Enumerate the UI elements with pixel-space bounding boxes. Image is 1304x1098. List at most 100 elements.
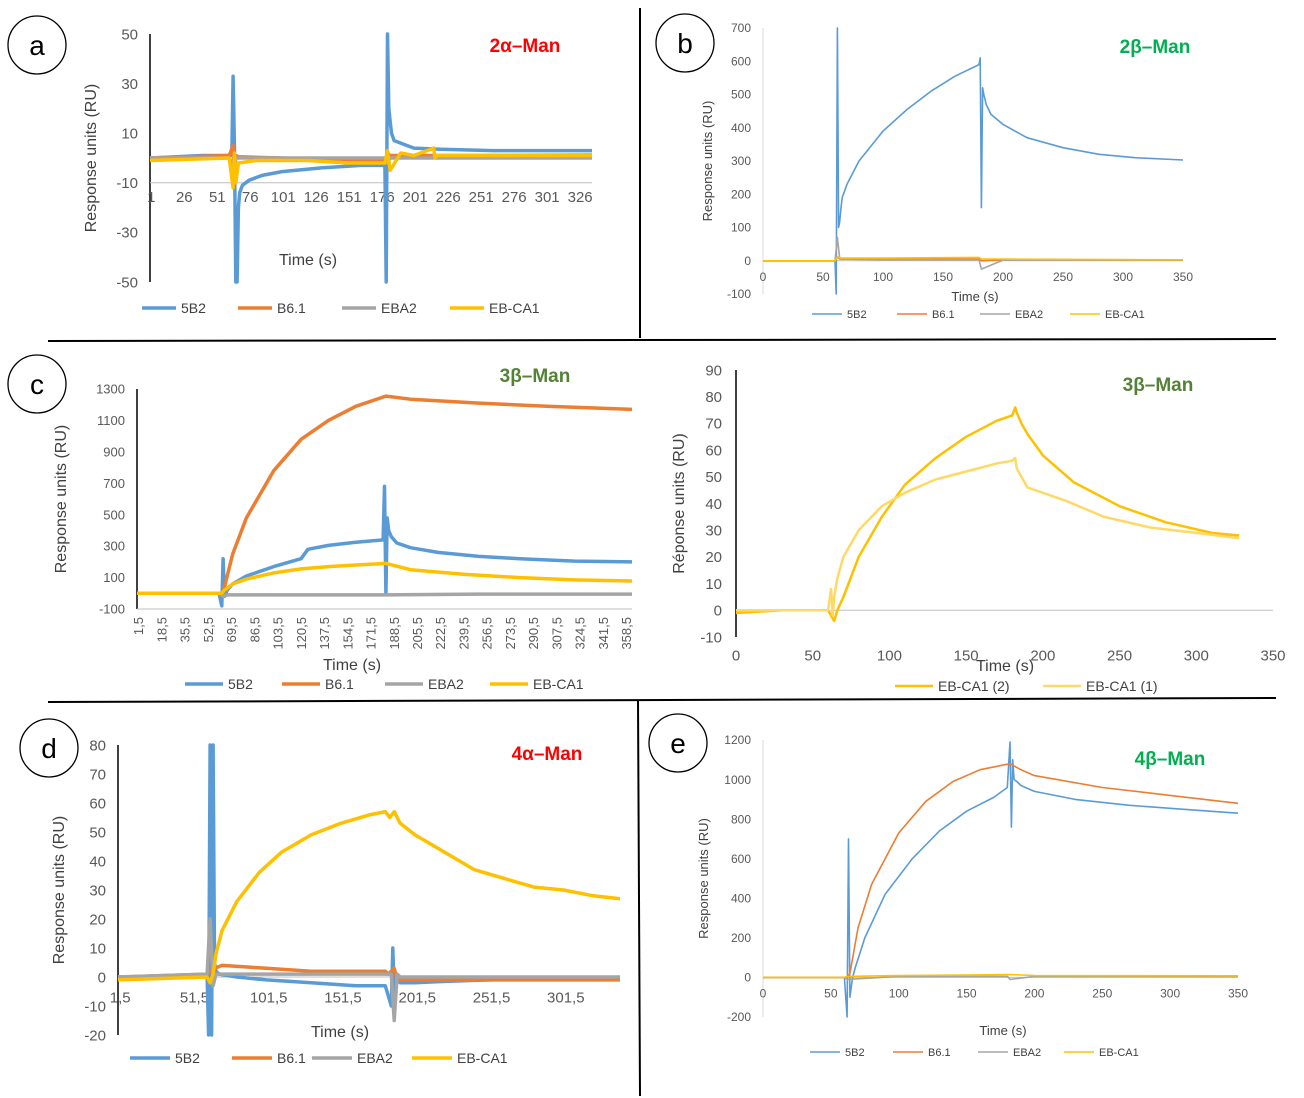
x-tick-label: 300 — [1113, 270, 1133, 284]
legend-label: EB-CA1 — [1099, 1047, 1139, 1059]
x-tick-label: 200 — [993, 270, 1013, 284]
panel-label-d: d — [19, 718, 79, 778]
x-tick-label: 300 — [1184, 647, 1209, 664]
y-tick-label: 300 — [731, 154, 751, 168]
series-line-eb-ca1 — [117, 809, 621, 985]
legend-label: EBA2 — [357, 1050, 393, 1066]
legend-label: EB-CA1 — [533, 676, 584, 692]
x-tick-label: 150 — [933, 270, 953, 284]
series-line-5b2 — [137, 484, 633, 608]
series-line-b6-1 — [763, 762, 1239, 979]
x-tick-label: 0 — [760, 987, 767, 1001]
y-tick-label: -10 — [116, 175, 138, 192]
series-line-5b2 — [149, 32, 592, 284]
y-tick-label: 200 — [731, 187, 751, 201]
x-tick-label: 350 — [1260, 647, 1285, 664]
x-tick-label: 154,5 — [340, 617, 355, 650]
y-tick-label: 90 — [705, 362, 722, 379]
y-axis-label: Response units (RU) — [83, 84, 100, 233]
legend-label: 5B2 — [175, 1050, 200, 1066]
x-tick-label: 358,5 — [619, 617, 634, 650]
y-tick-label: 500 — [103, 507, 125, 522]
y-tick-label: 30 — [89, 882, 106, 899]
x-tick-label: 324,5 — [573, 617, 588, 650]
y-tick-label: 40 — [705, 496, 722, 513]
y-tick-label: 1000 — [724, 773, 751, 787]
chart-title: 3β–Man — [1123, 375, 1194, 396]
y-tick-label: 0 — [98, 969, 106, 986]
x-tick-label: 1,5 — [110, 989, 131, 1006]
chart-d: -20 -10 0 10 20 30 40 50 60 70 80 1,5 51,5 101,5 151,5… — [51, 737, 621, 1066]
series-line-5b2 — [763, 27, 1184, 295]
x-tick-label: 100 — [877, 647, 902, 664]
chart-title: 4α–Man — [512, 744, 583, 765]
y-tick-label: 0 — [714, 603, 722, 620]
x-tick-label: 350 — [1173, 270, 1193, 284]
series-line-5b2 — [117, 743, 620, 1037]
y-tick-label: 800 — [731, 812, 751, 826]
x-tick-label: 69,5 — [224, 617, 239, 642]
x-tick-label: 151 — [337, 189, 362, 206]
chart-e: -200 0 200 400 600 800 1000 1200 0 50 100 150 200 250… — [696, 733, 1248, 1059]
x-tick-label: 326 — [568, 189, 593, 206]
y-tick-label: 50 — [121, 26, 138, 43]
y-tick-label: 20 — [89, 911, 106, 928]
x-tick-label: 150 — [954, 647, 979, 664]
series-line-5b2 — [763, 741, 1239, 1018]
y-tick-label: -10 — [84, 998, 106, 1015]
x-tick-label: 250 — [1092, 987, 1112, 1001]
x-tick-label: 171,5 — [364, 617, 379, 650]
legend-label: EB-CA1 (1) — [1086, 678, 1158, 694]
panel-label-a: a — [7, 15, 67, 75]
y-axis-label: Response units (RU) — [700, 101, 715, 222]
x-axis-label: Time (s) — [279, 252, 337, 269]
y-tick-label: 0 — [744, 254, 751, 268]
y-tick-label: 50 — [705, 469, 722, 486]
x-tick-label: 251 — [469, 189, 494, 206]
y-tick-label: 1100 — [97, 413, 125, 428]
chart-title: 2α–Man — [490, 36, 561, 57]
legend-label: EBA2 — [381, 300, 417, 316]
legend-label: EB-CA1 — [489, 300, 540, 316]
x-axis-label: Time (s) — [976, 658, 1034, 675]
svg-text:e: e — [670, 728, 686, 759]
x-tick-label: 101 — [271, 189, 296, 206]
x-tick-label: 188,5 — [387, 617, 402, 650]
y-axis-label: Response units (RU) — [51, 816, 68, 965]
legend-label: EBA2 — [428, 676, 464, 692]
y-tick-label: 50 — [89, 824, 106, 841]
series-line-eba2 — [117, 917, 620, 1023]
series-line-eb-ca1-1- — [736, 456, 1240, 617]
y-tick-label: -30 — [116, 225, 138, 242]
y-tick-label: -100 — [99, 602, 125, 617]
y-tick-label: 100 — [731, 221, 751, 235]
y-tick-label: 400 — [731, 121, 751, 135]
x-axis-label: Time (s) — [323, 657, 381, 674]
y-tick-label: -50 — [116, 274, 138, 291]
x-axis-label: Time (s) — [311, 1024, 369, 1041]
y-tick-label: -20 — [84, 1027, 106, 1044]
x-tick-label: 50 — [804, 647, 821, 664]
y-tick-label: 80 — [89, 737, 106, 754]
panel-label-b: b — [655, 13, 715, 73]
x-tick-label: 226 — [436, 189, 461, 206]
panel-label-c: c — [7, 354, 67, 414]
x-tick-label: 1,5 — [131, 617, 146, 635]
chart-c-right: -10 0 10 20 30 40 50 60 70 80 90 0 50 100 150 200 250 300… — [671, 362, 1286, 694]
x-tick-label: 150 — [957, 987, 977, 1001]
x-tick-label: 50 — [824, 987, 838, 1001]
x-axis-label: Time (s) — [979, 1023, 1026, 1038]
divider-vertical-bottom — [637, 699, 641, 1097]
y-tick-label: 20 — [705, 549, 722, 566]
x-tick-label: 239,5 — [456, 617, 471, 650]
legend-label: 5B2 — [181, 300, 206, 316]
legend-label: 5B2 — [847, 309, 867, 321]
series-line-eba2 — [763, 236, 1183, 270]
legend-label: EBA2 — [1015, 309, 1043, 321]
x-tick-label: 100 — [873, 270, 893, 284]
x-tick-label: 120,5 — [294, 617, 309, 650]
y-tick-label: 600 — [731, 54, 751, 68]
x-tick-label: 350 — [1228, 987, 1248, 1001]
chart-c: -100 100 300 500 700 900 1100 1300 1,5 18,5 35,5 52… — [53, 366, 634, 692]
